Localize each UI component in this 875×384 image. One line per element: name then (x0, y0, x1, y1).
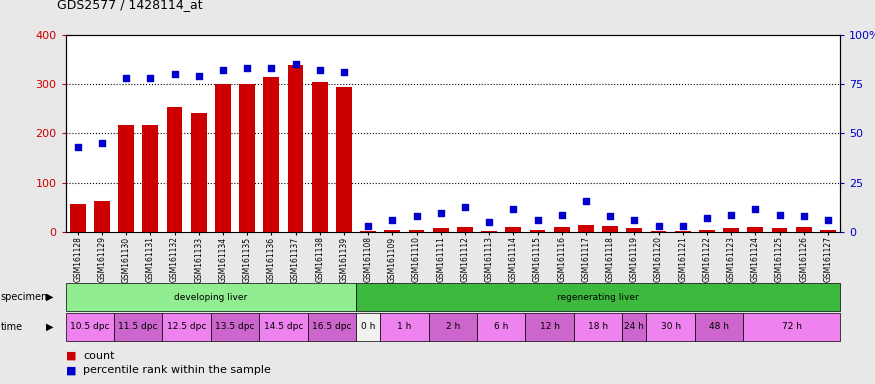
Point (458, 204, 472, 210)
Bar (288, 65, 304, 232)
Bar (506, 227, 522, 232)
Bar (578, 225, 594, 232)
Text: 72 h: 72 h (781, 322, 802, 331)
Point (94, 140, 108, 146)
Text: ■: ■ (66, 351, 76, 361)
Text: 11.5 dpc: 11.5 dpc (118, 322, 158, 331)
Bar (409, 230, 424, 232)
Text: count: count (83, 351, 115, 361)
Text: specimen: specimen (1, 292, 48, 302)
Point (821, 217, 835, 223)
Text: 16.5 dpc: 16.5 dpc (312, 322, 352, 331)
Bar (820, 230, 836, 232)
Bar (457, 227, 472, 232)
Point (119, 75, 133, 81)
Text: percentile rank within the sample: percentile rank within the sample (83, 365, 271, 375)
Point (748, 205, 762, 212)
Point (410, 214, 423, 220)
Text: time: time (1, 322, 23, 332)
Bar (529, 230, 545, 232)
Bar (384, 230, 400, 232)
Bar (263, 76, 279, 232)
Point (482, 219, 496, 225)
Text: 10.5 dpc: 10.5 dpc (70, 322, 109, 331)
Text: 24 h: 24 h (625, 322, 644, 331)
Text: 1 h: 1 h (397, 322, 411, 331)
Point (530, 217, 544, 223)
Text: ▶: ▶ (46, 292, 53, 302)
Point (240, 65, 254, 71)
Text: 12.5 dpc: 12.5 dpc (167, 322, 206, 331)
Point (216, 67, 230, 73)
Bar (312, 81, 327, 232)
Point (289, 61, 303, 67)
Text: 6 h: 6 h (494, 322, 508, 331)
Bar (360, 231, 376, 232)
Text: 30 h: 30 h (661, 322, 681, 331)
Text: ▶: ▶ (46, 322, 53, 332)
Bar (602, 227, 618, 232)
Text: 0 h: 0 h (360, 322, 375, 331)
Bar (166, 107, 182, 232)
Bar (772, 228, 788, 232)
Text: 12 h: 12 h (540, 322, 560, 331)
Point (676, 223, 690, 230)
Text: GDS2577 / 1428114_at: GDS2577 / 1428114_at (57, 0, 202, 12)
Text: ■: ■ (66, 365, 76, 375)
Point (312, 67, 326, 73)
Bar (675, 231, 690, 232)
Bar (336, 88, 352, 232)
Bar (796, 227, 812, 232)
Text: developing liver: developing liver (174, 293, 248, 302)
Text: 14.5 dpc: 14.5 dpc (263, 322, 303, 331)
Point (264, 65, 278, 71)
Point (579, 198, 593, 204)
Point (167, 71, 181, 77)
Point (192, 73, 206, 79)
Text: 13.5 dpc: 13.5 dpc (215, 322, 255, 331)
Point (434, 210, 448, 216)
Bar (724, 228, 739, 232)
Bar (433, 228, 449, 232)
Point (627, 217, 641, 223)
Bar (118, 124, 134, 232)
Bar (747, 227, 763, 232)
Point (773, 212, 787, 218)
Text: regenerating liver: regenerating liver (557, 293, 639, 302)
Point (337, 69, 351, 75)
Point (700, 215, 714, 222)
Text: 2 h: 2 h (445, 322, 460, 331)
Point (385, 217, 399, 223)
Point (724, 212, 738, 218)
Bar (215, 84, 231, 232)
Point (603, 214, 617, 220)
Bar (191, 113, 206, 232)
Point (144, 75, 158, 81)
Bar (699, 230, 715, 232)
Text: 48 h: 48 h (709, 322, 729, 331)
Bar (554, 227, 570, 232)
Point (797, 214, 811, 220)
Point (652, 223, 666, 230)
Text: 18 h: 18 h (588, 322, 608, 331)
Bar (481, 231, 497, 232)
Bar (626, 228, 642, 232)
Point (507, 205, 521, 212)
Bar (94, 201, 109, 232)
Bar (239, 84, 255, 232)
Bar (651, 231, 667, 232)
Point (71, 144, 85, 151)
Point (361, 223, 375, 230)
Bar (143, 124, 158, 232)
Bar (70, 204, 86, 232)
Point (555, 212, 569, 218)
